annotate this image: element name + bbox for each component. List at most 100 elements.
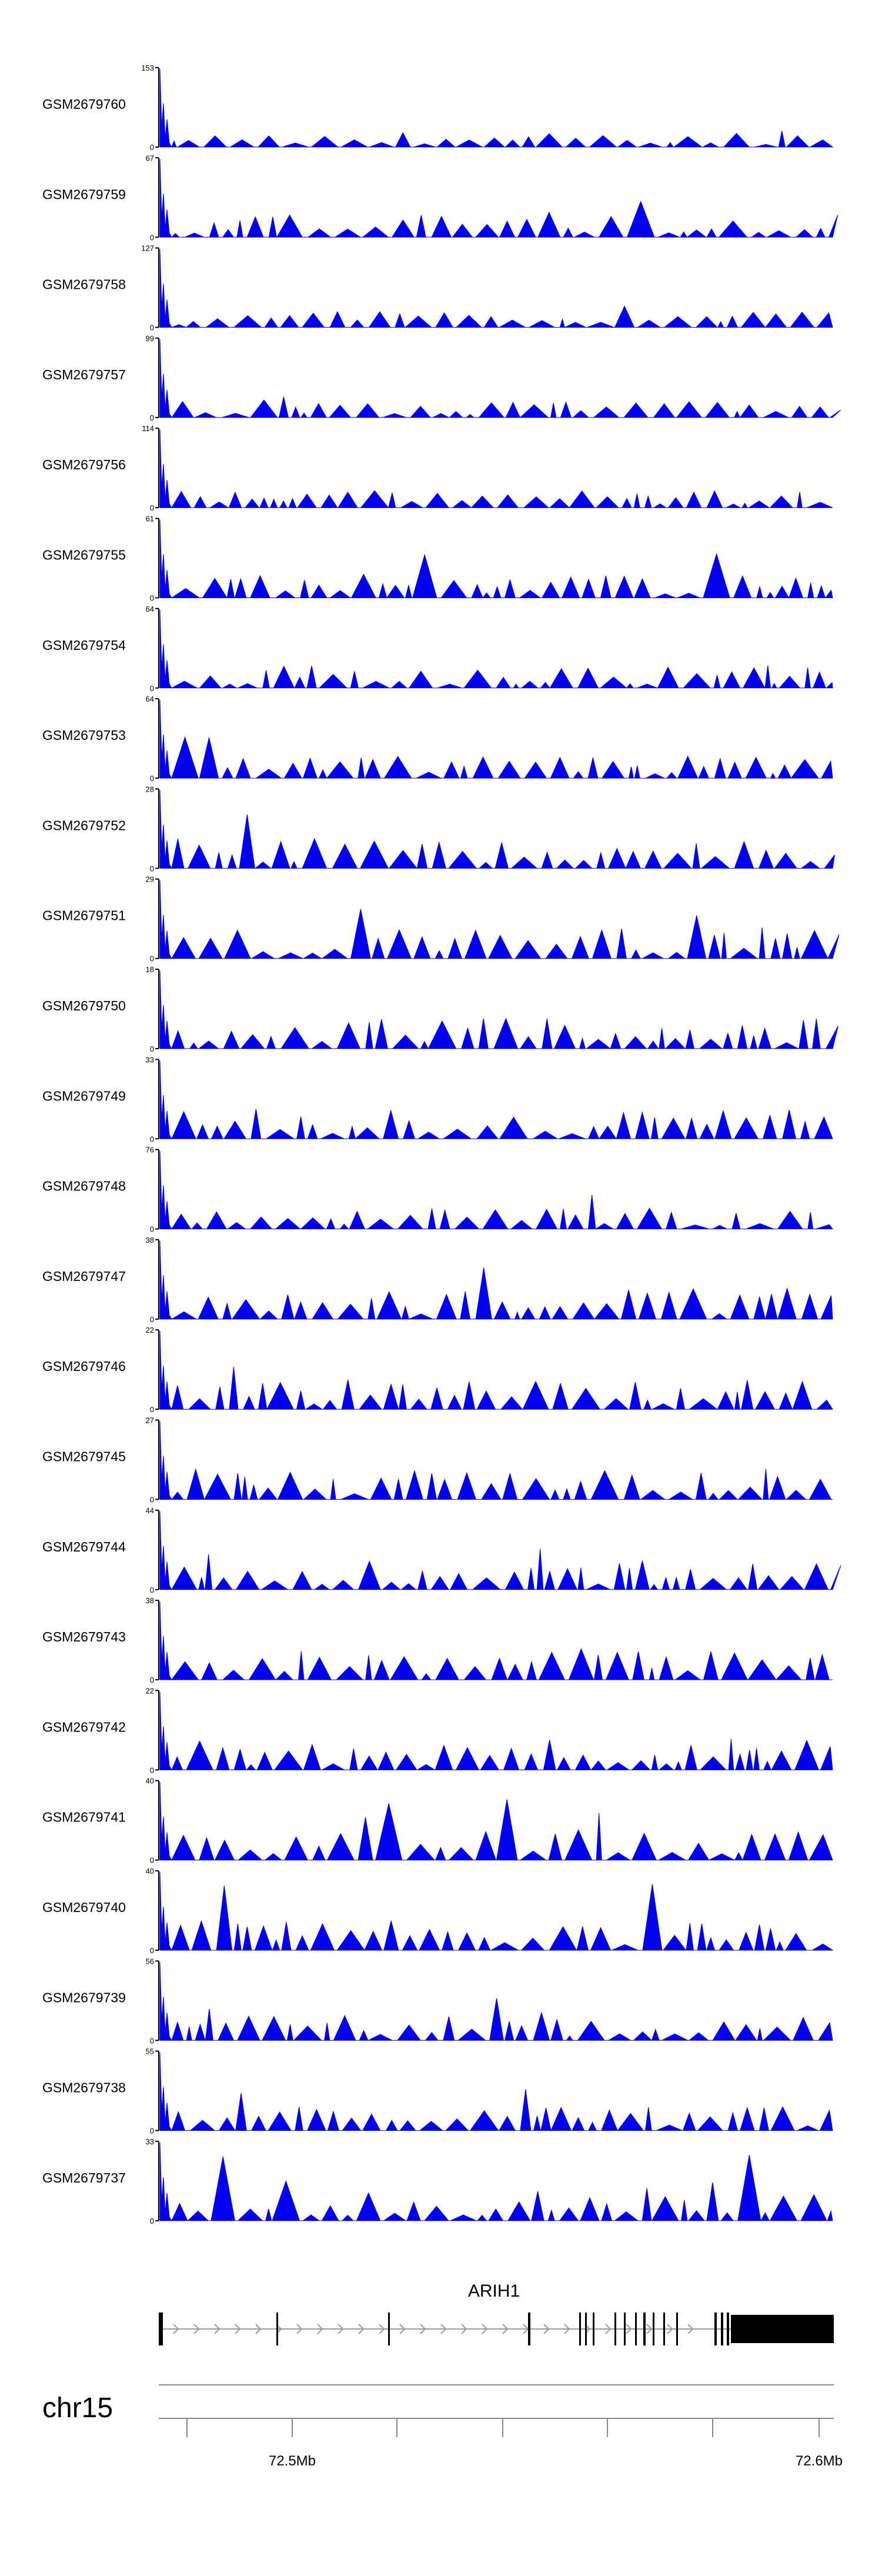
coverage-area [159, 1601, 833, 1681]
y-axis-min-label: 0 [150, 323, 154, 332]
exon [579, 2313, 581, 2345]
strand-arrow [420, 2324, 426, 2334]
track-label: GSM2679741 [42, 1810, 126, 1825]
track-gsm2679742: GSM2679742 22 0 [42, 1686, 833, 1774]
track-label: GSM2679737 [42, 2170, 126, 2185]
strand-arrow [193, 2324, 200, 2334]
track-label: GSM2679747 [42, 1269, 126, 1284]
exon [676, 2313, 678, 2345]
strand-arrow [461, 2324, 467, 2334]
track-label: GSM2679752 [42, 817, 126, 833]
coverage-area [159, 1511, 841, 1590]
coverage-area [159, 790, 835, 869]
y-axis-max-label: 33 [146, 1055, 154, 1064]
genome-axis-panel: chr15 72.5Mb 72.6Mb [42, 2384, 843, 2469]
track-gsm2679749: GSM2679749 33 0 [42, 1055, 833, 1143]
exon [624, 2313, 626, 2345]
strand-arrow [502, 2324, 509, 2334]
track-gsm2679737: GSM2679737 33 0 [42, 2137, 833, 2225]
y-axis-min-label: 0 [150, 774, 154, 783]
coverage-tracks: GSM2679760 153 0 GSM2679759 67 0 GSM2679758 127… [42, 64, 841, 2225]
y-axis-max-label: 61 [146, 515, 154, 523]
y-axis-max-label: 153 [141, 64, 154, 72]
track-gsm2679752: GSM2679752 28 0 [42, 785, 835, 873]
coverage-area [159, 1781, 833, 1861]
coverage-area [159, 519, 833, 599]
y-axis-max-label: 40 [146, 1777, 154, 1786]
coverage-area [159, 1331, 833, 1410]
y-axis-max-label: 127 [141, 244, 154, 253]
track-label: GSM2679744 [42, 1539, 126, 1554]
coverage-area [159, 2052, 833, 2132]
axis-ticks [186, 2418, 820, 2437]
strand-arrow [214, 2324, 220, 2334]
strand-arrow [296, 2324, 303, 2334]
chromosome-label: chr15 [42, 2393, 113, 2424]
coverage-area [159, 339, 841, 418]
track-label: GSM2679753 [42, 728, 126, 743]
y-axis-max-label: 22 [146, 1686, 154, 1695]
y-axis-min-label: 0 [150, 1225, 154, 1234]
strand-arrow [564, 2324, 570, 2334]
tick-label-72-6mb: 72.6Mb [796, 2453, 843, 2469]
coverage-area [159, 68, 834, 148]
coverage-area [159, 1421, 833, 1500]
coverage-area [159, 249, 833, 328]
track-label: GSM2679757 [42, 367, 126, 382]
coverage-area [159, 429, 833, 509]
coverage-area [159, 700, 833, 779]
coverage-area [159, 1871, 834, 1951]
exon [276, 2313, 278, 2345]
y-axis-max-label: 18 [146, 965, 154, 974]
exon [593, 2313, 594, 2345]
y-axis-min-label: 0 [150, 2127, 154, 2135]
exon [388, 2313, 390, 2345]
track-gsm2679760: GSM2679760 153 0 [42, 64, 834, 152]
strand-arrow [338, 2324, 344, 2334]
y-axis-min-label: 0 [150, 413, 154, 422]
y-axis-min-label: 0 [150, 1405, 154, 1414]
strand-arrow [399, 2324, 406, 2334]
y-axis-min-label: 0 [150, 684, 154, 693]
track-gsm2679741: GSM2679741 40 0 [42, 1777, 833, 1865]
y-axis-max-label: 29 [146, 875, 154, 884]
y-axis-min-label: 0 [150, 1315, 154, 1324]
gene-name-label: ARIH1 [468, 2281, 520, 2301]
track-label: GSM2679758 [42, 277, 126, 292]
y-axis-min-label: 0 [150, 1496, 154, 1504]
coverage-area [159, 609, 833, 689]
exon [653, 2313, 654, 2345]
exon [635, 2313, 637, 2345]
strand-arrow [235, 2324, 241, 2334]
exon [614, 2313, 616, 2345]
gene-model-panel: ARIH1 [159, 2281, 834, 2345]
strand-arrow [173, 2324, 179, 2334]
y-axis-max-label: 99 [146, 334, 154, 343]
strand-arrow [543, 2324, 550, 2334]
track-label: GSM2679742 [42, 1719, 126, 1734]
track-gsm2679750: GSM2679750 18 0 [42, 965, 838, 1053]
y-axis-max-label: 76 [146, 1146, 154, 1154]
strand-arrow [605, 2324, 612, 2334]
coverage-area [159, 2142, 833, 2221]
coverage-area [159, 880, 840, 959]
coverage-area [159, 1691, 833, 1771]
track-label: GSM2679750 [42, 998, 126, 1013]
y-axis-min-label: 0 [150, 2036, 154, 2045]
y-axis-min-label: 0 [150, 955, 154, 963]
strand-arrow [440, 2324, 447, 2334]
track-gsm2679759: GSM2679759 67 0 [42, 154, 838, 242]
strand-arrow [482, 2324, 488, 2334]
y-axis-max-label: 44 [146, 1506, 154, 1515]
track-gsm2679740: GSM2679740 40 0 [42, 1867, 834, 1955]
strand-arrow [255, 2324, 262, 2334]
track-label: GSM2679743 [42, 1629, 126, 1644]
y-axis-max-label: 38 [146, 1236, 154, 1244]
y-axis-max-label: 22 [146, 1326, 154, 1334]
track-label: GSM2679751 [42, 908, 126, 923]
y-axis-max-label: 114 [142, 424, 154, 433]
track-gsm2679754: GSM2679754 64 0 [42, 605, 833, 693]
coverage-area [159, 159, 838, 238]
track-label: GSM2679739 [42, 1990, 126, 2005]
